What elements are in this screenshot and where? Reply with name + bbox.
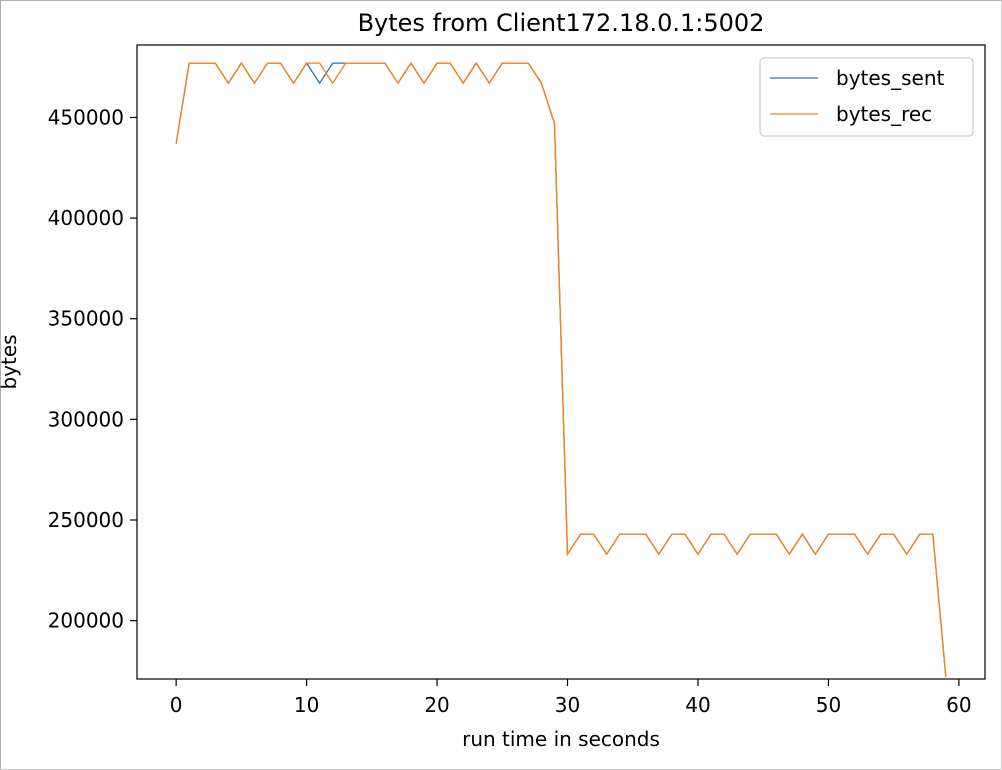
axes-frame: [136, 44, 986, 680]
x-tick-label: 50: [816, 693, 841, 717]
legend-label-bytes-rec: bytes_rec: [836, 102, 932, 126]
y-tick-label: 300000: [48, 407, 124, 431]
x-tick-label: 60: [946, 693, 971, 717]
x-axis-label: run time in seconds: [462, 727, 660, 751]
legend-label-bytes-sent: bytes_sent: [836, 66, 944, 90]
x-tick-label: 40: [685, 693, 710, 717]
y-tick-label: 250000: [48, 508, 124, 532]
y-tick-label: 200000: [48, 609, 124, 633]
legend: bytes_sent bytes_rec: [759, 57, 974, 137]
y-tick-label: 400000: [48, 206, 124, 230]
y-axis-label: bytes: [0, 334, 21, 389]
x-tick-label: 0: [170, 693, 183, 717]
y-tick-label: 350000: [48, 307, 124, 331]
chart-title: Bytes from Client172.18.0.1:5002: [358, 9, 765, 37]
y-tick-label: 450000: [48, 105, 124, 129]
x-tick-label: 10: [294, 693, 319, 717]
series-line-bytes-sent: [175, 61, 947, 678]
series-line-bytes-rec: [175, 61, 947, 678]
x-tick-label: 20: [424, 693, 449, 717]
x-tick-label: 30: [555, 693, 580, 717]
plot-area: 0 10 20 30 40 50 60 200000 250000 300000 350000 400…: [48, 44, 986, 717]
